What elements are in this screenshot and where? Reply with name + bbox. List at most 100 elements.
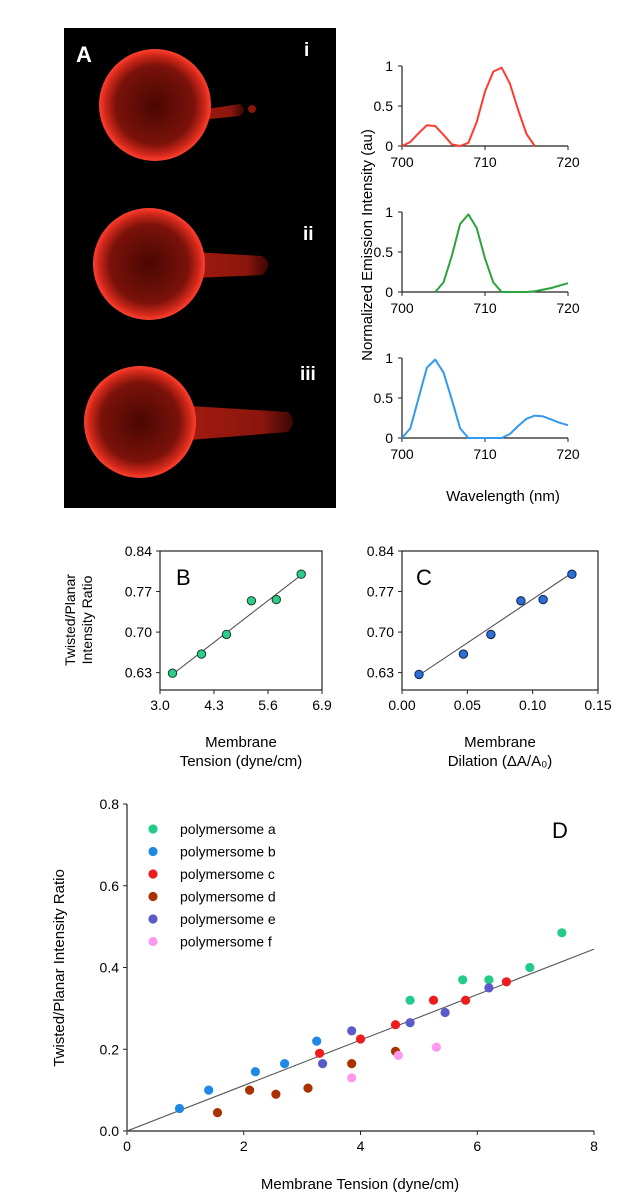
x-tick-label: 720 [556,446,580,462]
plot-frame [401,550,599,691]
y-tick-label: 0.77 [367,584,394,600]
x-tick-label: 0 [123,1138,131,1154]
y-tick-label: 0.70 [367,624,394,640]
roman-label-iii: iii [300,364,316,385]
y-tick-label: 0.77 [125,584,152,600]
data-point [458,649,469,659]
spectra-x-axis-label: Wavelength (nm) [446,488,560,505]
data-point [484,975,494,985]
data-point [428,995,439,1005]
data-point [167,668,178,678]
vesicle-ii [93,208,269,320]
tongue-tip-i [248,105,256,113]
chart-panel-d: 0.0 0.2 0.4 0.6 0.8 0 2 4 6 8 D Membrane Tension (d… [51,796,598,1193]
x-axis-label: Membrane Tension (dyne/cm) [261,1176,459,1193]
data-point [557,928,567,938]
x-tick-label: 710 [473,446,497,462]
chart-panel-c: 0.63 0.70 0.77 0.84 0.00 0.05 0.10 0.15 C Membran… [367,543,612,770]
data-point [431,1042,441,1052]
aspirated-tongue-ii [195,252,269,278]
legend-label: polymersome d [180,889,276,905]
legend-label: polymersome f [180,934,272,950]
bc-y-label-line2: Intensity Ratio [79,575,95,664]
data-point [405,995,415,1005]
x-axis-label-line1: Membrane [464,734,536,751]
legend-swatch [148,936,158,947]
data-point [250,1067,260,1077]
vesicle-body-i [99,49,211,161]
y-tick-label: 1 [385,58,393,74]
y-tick-label: 0.84 [125,543,152,559]
micrograph-panel: A i ii iii [64,28,336,508]
data-point [538,594,548,605]
x-tick-label: 720 [556,300,580,316]
data-point [246,596,257,606]
spectrum-chart-iii: 0 0.5 1 700 710 720 [374,350,580,462]
data-point [516,596,526,606]
data-point [484,983,494,993]
data-point [196,649,207,659]
data-point [280,1059,290,1069]
fit-line [417,572,573,677]
x-axis-label-line1: Membrane [205,734,277,751]
data-point [355,1034,366,1044]
vesicle-body-ii [93,208,205,320]
x-tick-label: 6 [473,1138,481,1154]
data-point [271,1089,281,1099]
x-tick-label: 0.05 [454,697,481,713]
legend-swatch [148,846,158,857]
y-tick-label: 1 [385,204,393,220]
data-point [440,1007,450,1018]
spectrum-line [401,66,536,147]
data-point [245,1085,255,1095]
x-tick-label: 0.15 [584,697,611,713]
x-tick-label: 710 [473,154,497,170]
x-tick-label: 700 [390,154,414,170]
data-point [296,569,306,579]
x-tick-label: 4 [357,1138,365,1154]
x-tick-label: 4.3 [204,697,224,713]
chart-panel-b: 0.63 0.70 0.77 0.84 3.0 4.3 5.6 6.9 B Membrane Ten… [125,543,332,770]
bc-y-label-line1: Twisted/Planar [62,574,78,666]
data-point [318,1059,328,1069]
y-tick-label: 0 [385,138,393,154]
y-axis-label: Twisted/Planar Intensity Ratio [51,869,68,1067]
data-point [525,962,535,973]
x-tick-label: 0.00 [388,697,415,713]
data-point [347,1026,357,1036]
panel-label-c: C [416,565,432,590]
legend-swatch [148,869,158,879]
data-point [221,629,232,640]
data-point [390,1020,401,1030]
vesicle-iii [84,366,293,478]
x-tick-label: 3.0 [150,697,170,713]
legend-swatch [148,891,158,902]
y-tick-label: 0.6 [100,878,120,894]
y-tick-label: 0.8 [100,796,120,812]
data-point [567,569,577,579]
panel-label-a: A [76,42,92,67]
legend-swatch [148,914,158,924]
y-tick-label: 0.2 [100,1041,120,1057]
spectrum-chart-ii: 0 0.5 1 700 710 720 [374,204,580,316]
data-point [461,995,471,1005]
data-point [204,1085,214,1095]
legend-label: polymersome e [180,911,276,927]
spectrum-line [401,358,569,439]
y-tick-label: 0.5 [374,390,394,406]
fit-line [172,571,306,675]
y-tick-label: 0.5 [374,98,394,114]
panel-label-d: D [552,818,568,843]
y-tick-label: 0 [385,284,393,300]
spectrum-line [434,213,569,293]
y-tick-label: 0.0 [100,1123,120,1139]
data-point [174,1103,185,1114]
legend-label: polymersome b [180,844,276,860]
roman-label-ii: ii [303,224,314,245]
legend-swatch [148,824,158,834]
legend: polymersome a polymersome b polymersome c p… [148,821,276,950]
x-tick-label: 8 [590,1138,598,1154]
x-tick-label: 710 [473,300,497,316]
y-tick-label: 0.5 [374,244,394,260]
